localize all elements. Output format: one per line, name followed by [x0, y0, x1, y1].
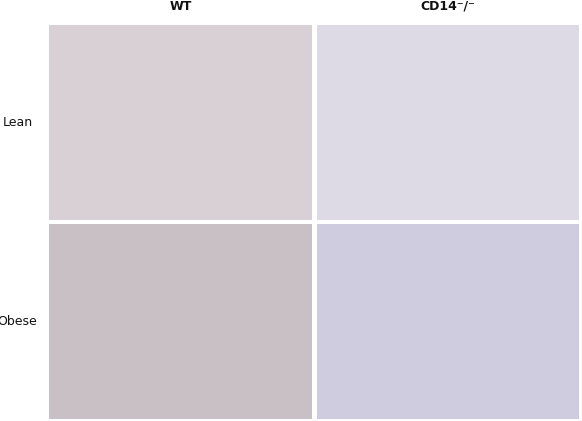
Text: CD14⁻/⁻: CD14⁻/⁻ — [420, 0, 475, 13]
Text: Lean: Lean — [2, 116, 33, 129]
Text: Obese: Obese — [0, 315, 37, 328]
Text: WT: WT — [169, 0, 192, 13]
